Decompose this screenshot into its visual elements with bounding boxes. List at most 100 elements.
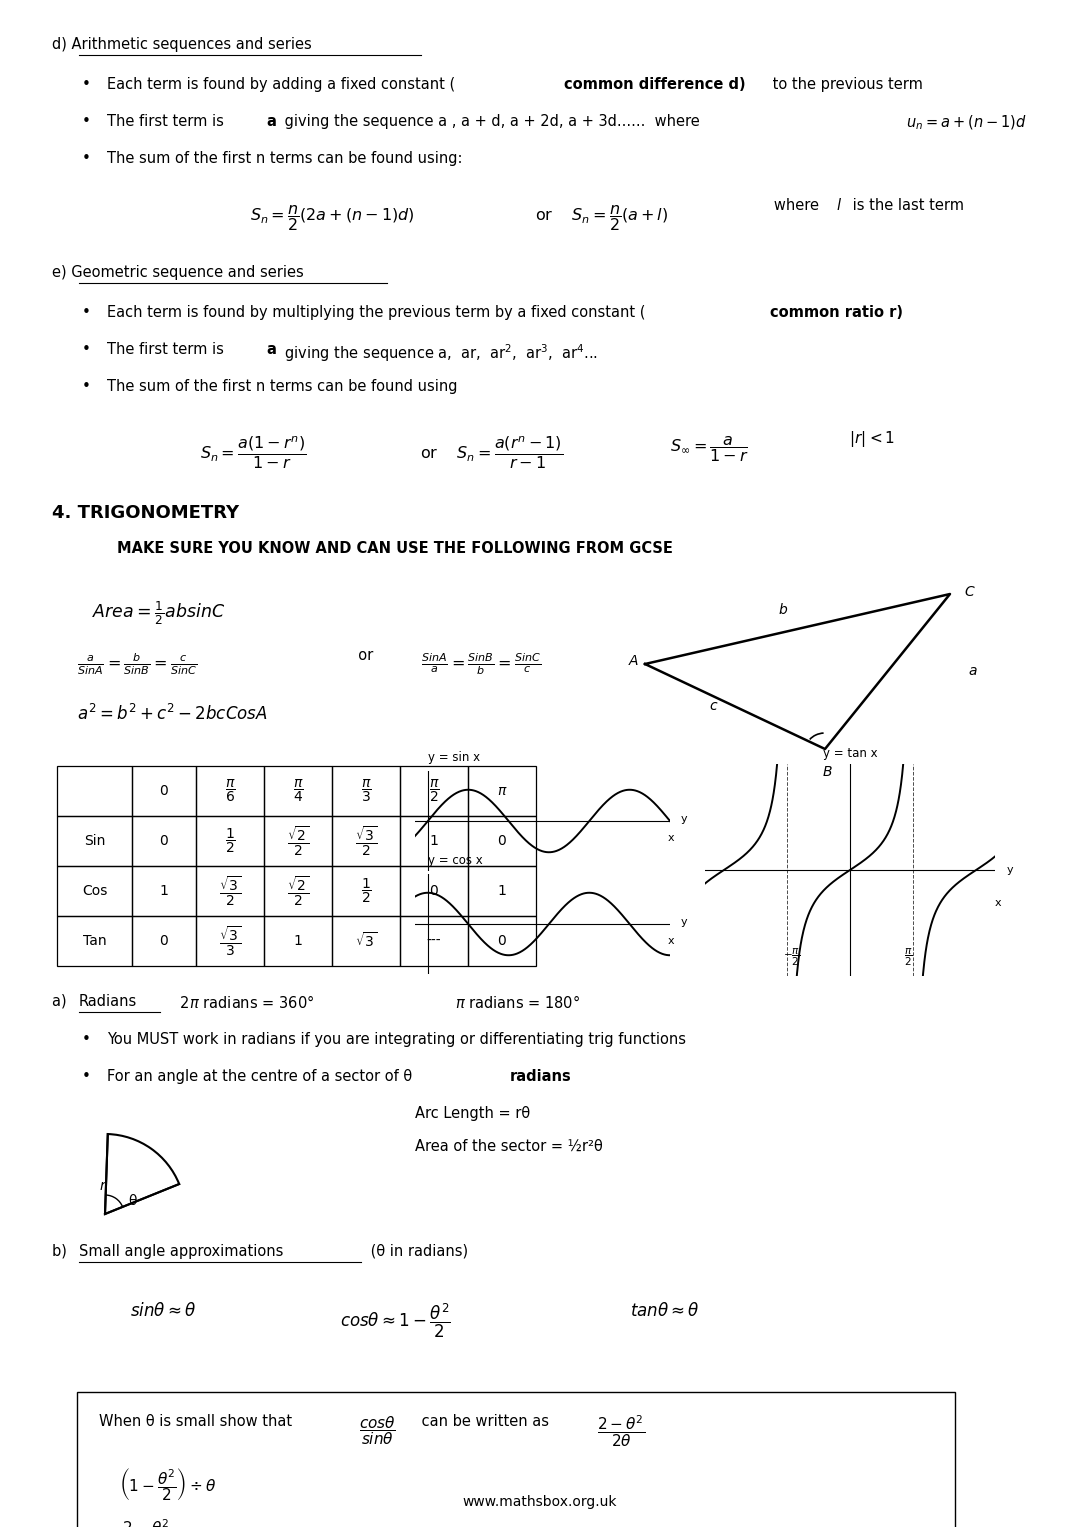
Text: b): b) — [52, 1245, 71, 1258]
Text: radians: radians — [510, 1069, 571, 1084]
Text: Cos: Cos — [82, 884, 107, 898]
Text: $\pi$ radians = 180°: $\pi$ radians = 180° — [418, 994, 580, 1011]
Text: $= \dfrac{2-\theta^2}{2} \div \theta$: $= \dfrac{2-\theta^2}{2} \div \theta$ — [104, 1518, 201, 1527]
Text: e) Geometric sequence and series: e) Geometric sequence and series — [52, 266, 303, 279]
Bar — [400, 916, 468, 967]
Text: y = sin x: y = sin x — [428, 751, 480, 764]
Text: $\dfrac{1}{2}$: $\dfrac{1}{2}$ — [361, 876, 372, 906]
Text: $\dfrac{\pi}{2}$: $\dfrac{\pi}{2}$ — [429, 777, 440, 805]
Text: Area of the sector = ½r²θ: Area of the sector = ½r²θ — [415, 1139, 603, 1154]
Bar — [264, 916, 332, 967]
Bar — [400, 767, 468, 815]
Text: ---: --- — [427, 935, 442, 948]
Bar — [132, 916, 195, 967]
Text: (θ in radians): (θ in radians) — [366, 1245, 468, 1258]
Text: 1: 1 — [430, 834, 438, 847]
Text: $\frac{a}{SinA} = \frac{b}{SinB} = \frac{c}{SinC}$: $\frac{a}{SinA} = \frac{b}{SinB} = \frac… — [77, 651, 198, 676]
Text: $-\dfrac{\pi}{2}$: $-\dfrac{\pi}{2}$ — [783, 947, 800, 968]
Text: C: C — [964, 585, 974, 599]
Text: www.mathsbox.org.uk: www.mathsbox.org.uk — [462, 1495, 618, 1509]
Text: a: a — [267, 115, 276, 128]
Text: B: B — [822, 765, 832, 779]
Text: $Area = \frac{1}{2}absinC$: $Area = \frac{1}{2}absinC$ — [92, 599, 225, 626]
Text: Tan: Tan — [83, 935, 106, 948]
Text: MAKE SURE YOU KNOW AND CAN USE THE FOLLOWING FROM GCSE: MAKE SURE YOU KNOW AND CAN USE THE FOLLO… — [117, 541, 673, 556]
Bar — [132, 866, 195, 916]
Bar — [264, 815, 332, 866]
Text: $\dfrac{\pi}{3}$: $\dfrac{\pi}{3}$ — [361, 777, 372, 805]
Text: A: A — [629, 654, 638, 667]
Text: common ratio r): common ratio r) — [770, 305, 904, 321]
Bar — [468, 866, 536, 916]
Text: 1: 1 — [294, 935, 302, 948]
Bar — [468, 916, 536, 967]
Text: The first term is: The first term is — [107, 115, 229, 128]
Bar — [132, 767, 195, 815]
Text: a: a — [968, 664, 976, 678]
Text: x: x — [667, 834, 674, 843]
Text: θ: θ — [129, 1194, 136, 1208]
Text: $S_{\infty} = \dfrac{a}{1-r}$: $S_{\infty} = \dfrac{a}{1-r}$ — [670, 434, 748, 464]
Text: c: c — [710, 699, 717, 713]
Text: You MUST work in radians if you are integrating or differentiating trig function: You MUST work in radians if you are inte… — [107, 1032, 686, 1048]
Bar — [264, 767, 332, 815]
Bar — [57, 815, 132, 866]
Text: where: where — [760, 199, 824, 212]
Bar — [332, 916, 400, 967]
Bar — [57, 916, 132, 967]
Text: •: • — [82, 115, 91, 128]
Bar — [195, 767, 264, 815]
Text: $\dfrac{cos\theta}{sin\theta}$: $\dfrac{cos\theta}{sin\theta}$ — [359, 1414, 396, 1446]
Text: $\dfrac{\sqrt{3}}{2}$: $\dfrac{\sqrt{3}}{2}$ — [219, 875, 241, 907]
Text: $sin\theta \approx \theta$: $sin\theta \approx \theta$ — [130, 1303, 197, 1319]
Text: 0: 0 — [498, 935, 507, 948]
Text: b: b — [778, 603, 787, 617]
Text: $a^2 = b^2 + c^2 - 2bcCosA$: $a^2 = b^2 + c^2 - 2bcCosA$ — [77, 704, 268, 724]
Text: y: y — [680, 918, 687, 927]
Text: Radians: Radians — [79, 994, 137, 1009]
Text: giving the sequence a , a + d, a + 2d, a + 3d......  where: giving the sequence a , a + d, a + 2d, a… — [280, 115, 699, 128]
Text: $tan\theta \approx \theta$: $tan\theta \approx \theta$ — [630, 1303, 700, 1319]
Bar — [57, 767, 132, 815]
Text: Arc Length = rθ: Arc Length = rθ — [415, 1106, 530, 1121]
Text: a: a — [267, 342, 276, 357]
Bar — [195, 815, 264, 866]
Text: $cos\theta \approx 1 - \dfrac{\theta^2}{2}$: $cos\theta \approx 1 - \dfrac{\theta^2}{… — [340, 1303, 451, 1341]
Text: x: x — [667, 936, 674, 947]
Text: $\dfrac{\sqrt{3}}{2}$: $\dfrac{\sqrt{3}}{2}$ — [355, 825, 377, 858]
Text: r: r — [99, 1179, 105, 1193]
Text: When θ is small show that: When θ is small show that — [99, 1414, 297, 1429]
Text: $\dfrac{\pi}{6}$: $\dfrac{\pi}{6}$ — [225, 777, 235, 805]
Text: $\dfrac{2-\theta^2}{2\theta}$: $\dfrac{2-\theta^2}{2\theta}$ — [597, 1414, 645, 1449]
Text: $S_n = \dfrac{n}{2}(2a + (n-1)d)$: $S_n = \dfrac{n}{2}(2a + (n-1)d)$ — [249, 203, 415, 234]
Bar — [332, 767, 400, 815]
Text: common difference d): common difference d) — [565, 76, 746, 92]
Text: l: l — [836, 199, 840, 212]
Text: $\dfrac{\sqrt{3}}{3}$: $\dfrac{\sqrt{3}}{3}$ — [219, 924, 241, 957]
Text: is the last term: is the last term — [848, 199, 964, 212]
Text: or    $S_n = \dfrac{a(r^n-1)}{r-1}$: or $S_n = \dfrac{a(r^n-1)}{r-1}$ — [420, 434, 563, 470]
Bar — [400, 815, 468, 866]
Text: or: or — [349, 647, 382, 663]
Bar — [195, 916, 264, 967]
Text: $\dfrac{\pi}{2}$: $\dfrac{\pi}{2}$ — [904, 947, 913, 968]
Text: y: y — [680, 814, 687, 825]
Text: The sum of the first n terms can be found using:: The sum of the first n terms can be foun… — [107, 151, 462, 166]
Text: Each term is found by multiplying the previous term by a fixed constant (: Each term is found by multiplying the pr… — [107, 305, 646, 321]
Text: x: x — [995, 898, 1001, 907]
Text: y: y — [1007, 864, 1013, 875]
Bar — [332, 815, 400, 866]
Text: The sum of the first n terms can be found using: The sum of the first n terms can be foun… — [107, 379, 458, 394]
Text: •: • — [82, 305, 91, 321]
Text: $\sqrt{3}$: $\sqrt{3}$ — [355, 931, 377, 950]
Text: •: • — [82, 342, 91, 357]
Text: y = tan x: y = tan x — [823, 747, 877, 760]
Bar — [57, 866, 132, 916]
Text: 4. TRIGONOMETRY: 4. TRIGONOMETRY — [52, 504, 239, 522]
Text: to the previous term: to the previous term — [769, 76, 923, 92]
Text: •: • — [82, 1032, 91, 1048]
Bar — [400, 866, 468, 916]
Text: •: • — [82, 151, 91, 166]
Text: $\pi$: $\pi$ — [497, 783, 508, 799]
Text: $\left(1 - \dfrac{\theta^2}{2}\right) \div \theta$: $\left(1 - \dfrac{\theta^2}{2}\right) \d… — [119, 1466, 216, 1503]
